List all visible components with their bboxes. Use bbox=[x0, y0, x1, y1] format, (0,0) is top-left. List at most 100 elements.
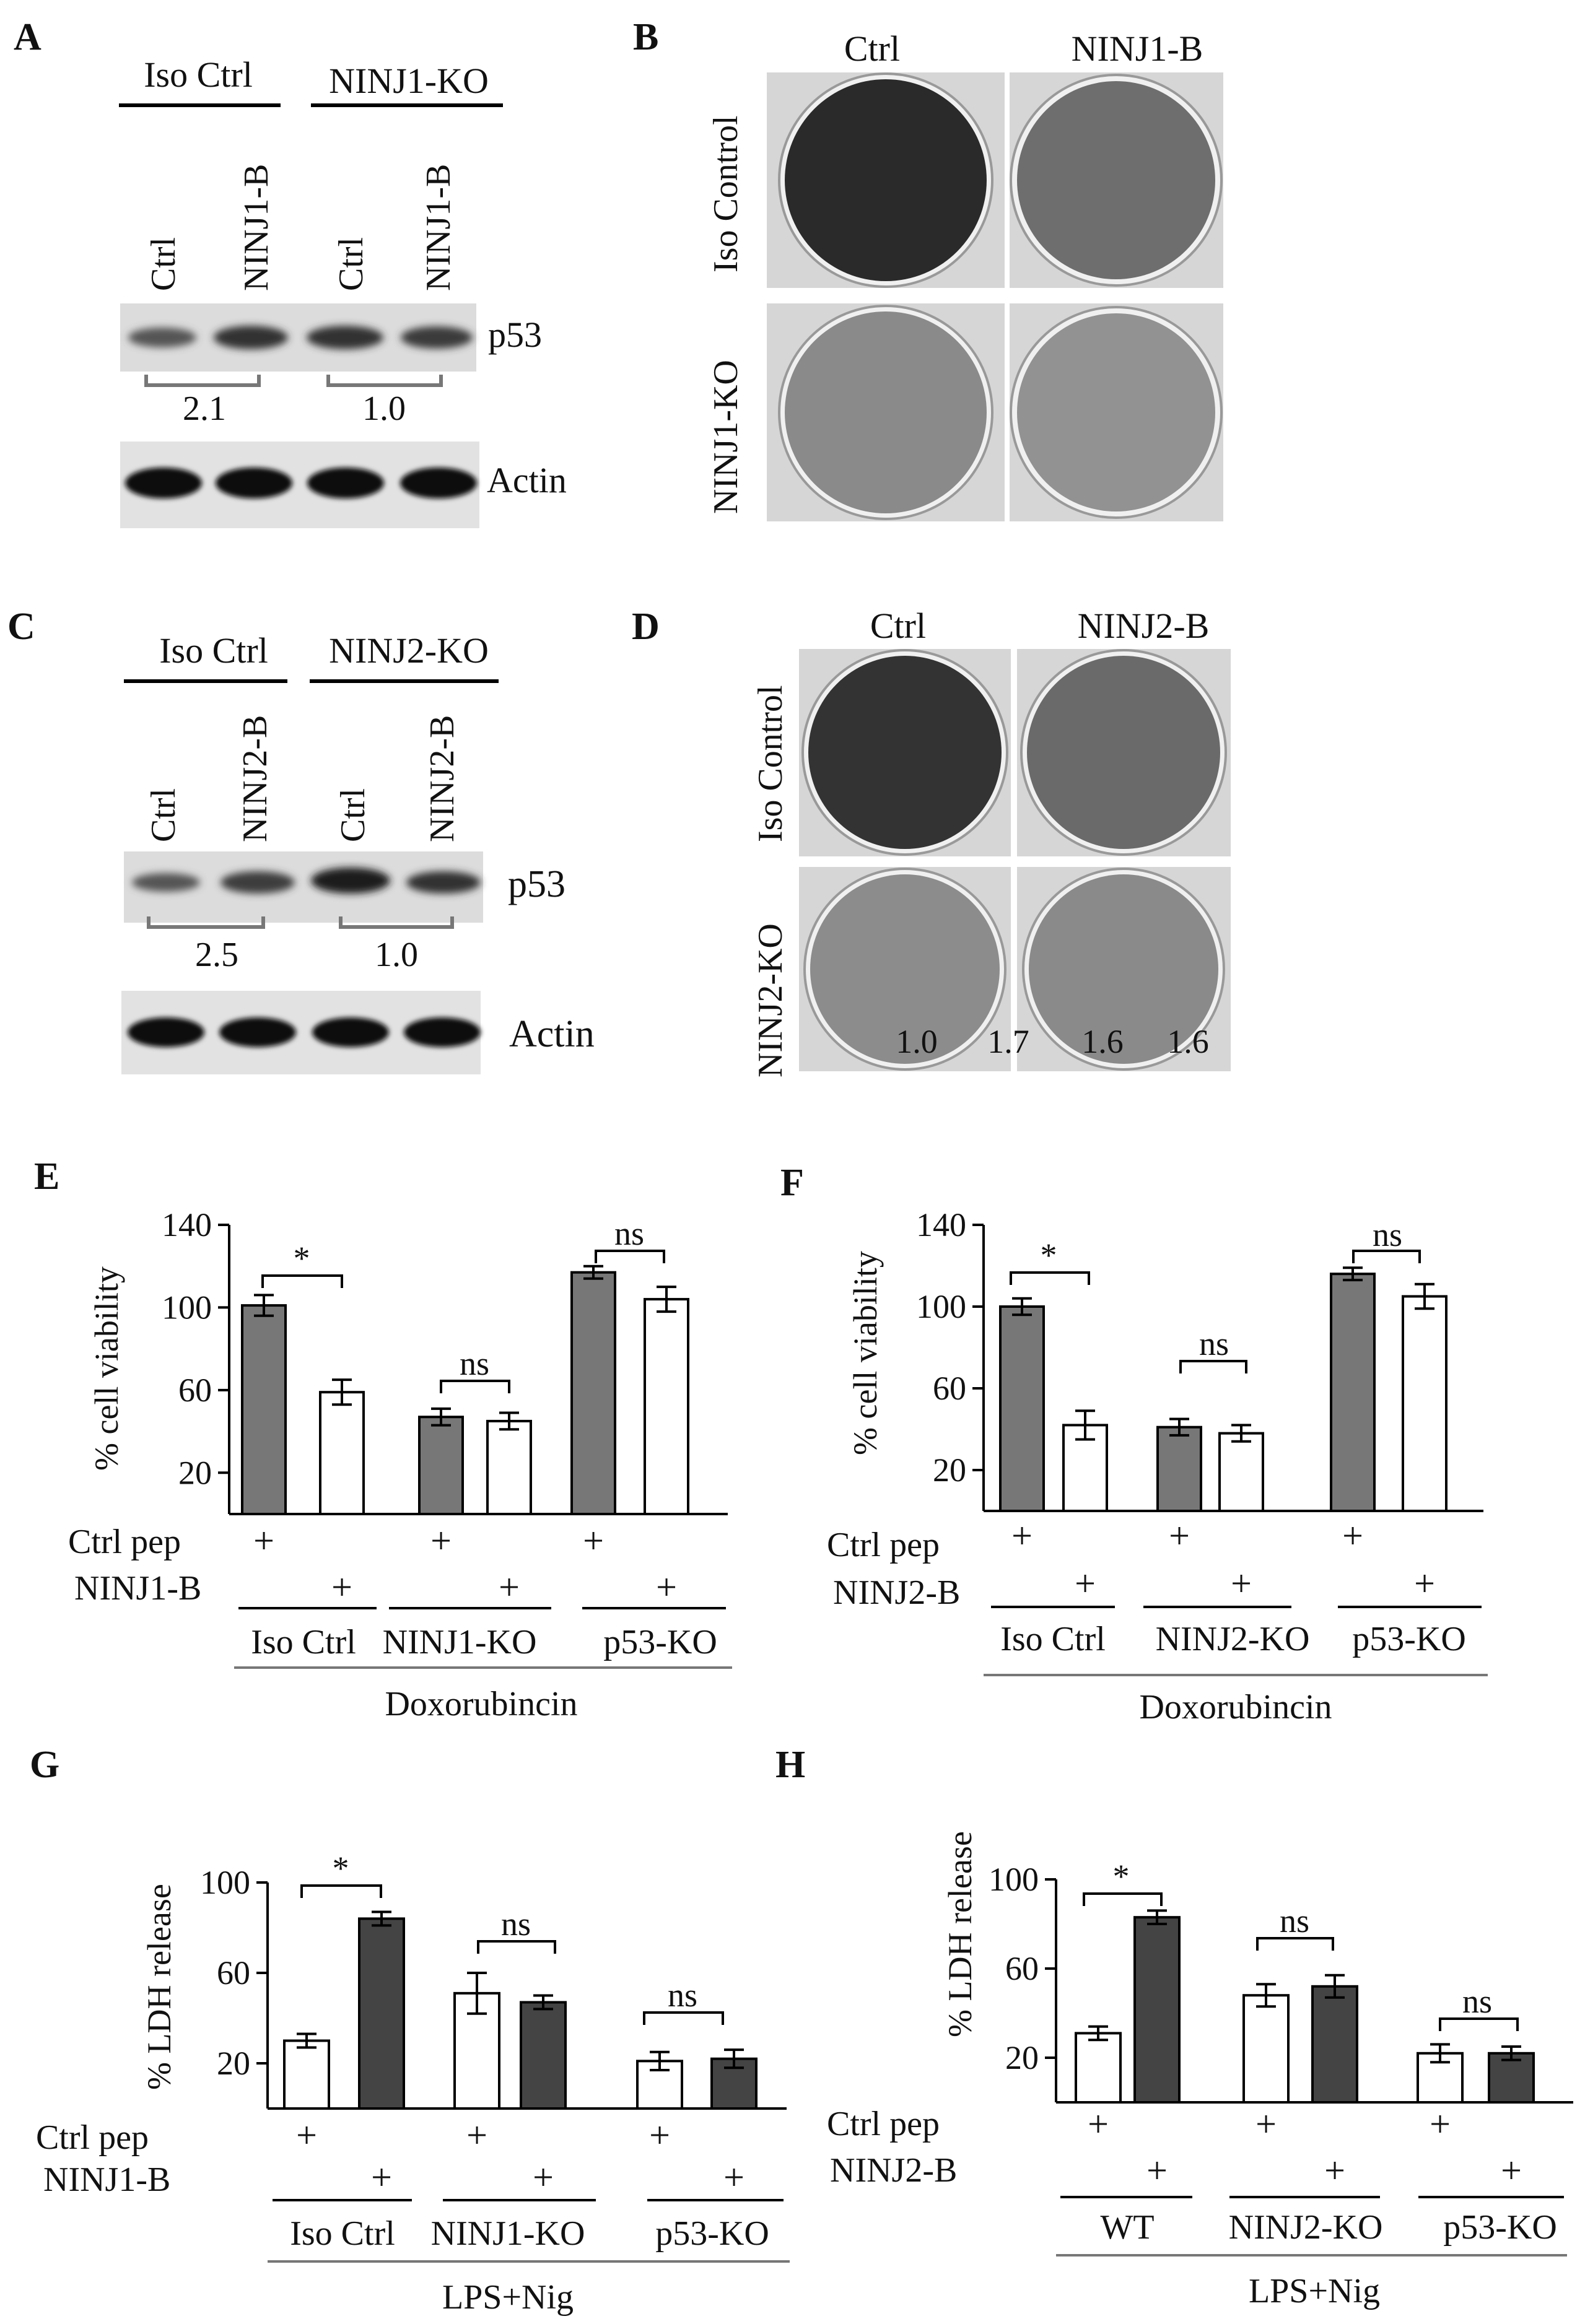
y-tick-label: 20 bbox=[178, 1454, 212, 1491]
colony-plate bbox=[1010, 72, 1223, 288]
bar bbox=[1156, 1425, 1202, 1512]
row-label: Iso Control bbox=[707, 115, 745, 272]
plus-mark: + bbox=[583, 1520, 604, 1561]
significance-bracket bbox=[1439, 2017, 1519, 2031]
significance-bracket bbox=[1083, 1892, 1163, 1906]
plate-value: 1.6 bbox=[1081, 1023, 1124, 1060]
row-label-ctrl-pep: Ctrl pep bbox=[827, 1526, 940, 1564]
significance-label: * bbox=[333, 1850, 349, 1887]
panel-letter: C bbox=[7, 606, 35, 648]
plus-mark: + bbox=[656, 1567, 677, 1608]
row-label: NINJ2-KO bbox=[751, 923, 790, 1077]
plus-mark: + bbox=[1146, 2150, 1168, 2191]
column-label: Ctrl bbox=[870, 606, 926, 646]
bar bbox=[520, 2001, 567, 2110]
lane-label: NINJ1-B bbox=[419, 164, 458, 291]
y-tick-label: 100 bbox=[200, 1864, 250, 1901]
group-label: WT bbox=[1100, 2208, 1154, 2247]
plus-mark: + bbox=[723, 2157, 744, 2198]
band-label-p53: p53 bbox=[488, 315, 542, 355]
plus-mark: + bbox=[371, 2157, 392, 2198]
y-tick-label: 60 bbox=[1005, 1950, 1039, 1987]
panel-d: D Ctrl NINJ2-B Iso Control NINJ2-KO 1.0 … bbox=[632, 606, 1231, 1077]
plus-mark: + bbox=[1324, 2150, 1345, 2191]
y-tick-label: 100 bbox=[989, 1861, 1039, 1898]
bar bbox=[1330, 1273, 1376, 1512]
bar bbox=[486, 1419, 532, 1515]
panel-e: E % cell viability 20 60 100 140 * ns ns Ct… bbox=[34, 1155, 732, 1723]
group-label: p53-KO bbox=[603, 1623, 717, 1661]
bar-chart: 20 60 100 140 bbox=[162, 1206, 728, 1516]
ratio-value: 1.0 bbox=[362, 390, 406, 428]
colony-plate bbox=[1017, 867, 1231, 1071]
colony-plate bbox=[767, 72, 1005, 288]
group-label: NINJ1-KO bbox=[329, 61, 489, 101]
lane-label: Ctrl bbox=[144, 788, 183, 842]
plus-mark: + bbox=[1011, 1515, 1033, 1556]
bar bbox=[241, 1304, 287, 1515]
bar bbox=[644, 1298, 689, 1515]
plus-mark: + bbox=[331, 1567, 352, 1608]
bar bbox=[1488, 2052, 1535, 2104]
plus-mark: + bbox=[649, 2115, 670, 2156]
significance-bracket bbox=[440, 1380, 510, 1393]
lane-label: NINJ1-B bbox=[237, 164, 276, 291]
ratio-value: 1.0 bbox=[375, 936, 418, 974]
ratio-bracket bbox=[326, 375, 443, 387]
ratio-value: 2.5 bbox=[195, 936, 238, 974]
plate-value: 1.7 bbox=[987, 1023, 1029, 1060]
lane-label: Ctrl bbox=[332, 237, 370, 291]
colony-plate bbox=[799, 649, 1011, 856]
treatment-label: LPS+Nig bbox=[442, 2278, 574, 2317]
panel-b: B Ctrl NINJ1-B Iso Control NINJ1-KO bbox=[633, 16, 1223, 521]
significance-label: ns bbox=[460, 1345, 489, 1382]
lane-label: Ctrl bbox=[144, 237, 183, 291]
treatment-label: LPS+Nig bbox=[1249, 2272, 1380, 2310]
ratio-value: 2.1 bbox=[183, 390, 226, 428]
lane-label: Ctrl bbox=[334, 788, 372, 842]
plus-mark: + bbox=[253, 1520, 274, 1561]
row-label-peptide: NINJ2-B bbox=[833, 1573, 960, 1612]
y-tick-label: 140 bbox=[162, 1206, 212, 1243]
y-axis-label: % LDH release bbox=[941, 1831, 979, 2037]
bar bbox=[1242, 1994, 1290, 2104]
bar bbox=[418, 1416, 464, 1515]
significance-bracket bbox=[643, 2011, 724, 2025]
y-tick-label: 60 bbox=[178, 1372, 212, 1409]
colony-plate bbox=[767, 303, 1005, 521]
bar bbox=[453, 1991, 500, 2110]
plus-mark: + bbox=[1088, 2104, 1109, 2144]
panel-a: A Iso Ctrl NINJ1-KO Ctrl NINJ1-B Ctrl NI… bbox=[14, 16, 567, 528]
actin-bands bbox=[125, 468, 477, 498]
plus-mark: + bbox=[1501, 2150, 1522, 2191]
bar bbox=[319, 1391, 365, 1516]
lane-label: NINJ2-B bbox=[423, 715, 461, 842]
group-label: Iso Ctrl bbox=[290, 2214, 395, 2253]
significance-bracket bbox=[1179, 1360, 1247, 1373]
ratio-bracket bbox=[144, 375, 261, 387]
panel-g: G % LDH release 20 60 100 * ns ns Ctrl pep… bbox=[30, 1744, 790, 2317]
significance-label: ns bbox=[614, 1215, 644, 1252]
treatment-label: Doxorubincin bbox=[385, 1685, 577, 1723]
bar bbox=[570, 1271, 616, 1515]
group-label: NINJ2-KO bbox=[1229, 2208, 1383, 2247]
y-tick-label: 20 bbox=[933, 1451, 966, 1489]
y-axis-label: % LDH release bbox=[141, 1884, 178, 2090]
significance-label: ns bbox=[668, 1977, 697, 2014]
treatment-label: Doxorubincin bbox=[1139, 1688, 1332, 1726]
actin-bands bbox=[128, 1017, 481, 1047]
panel-c: C Iso Ctrl NINJ2-KO Ctrl NINJ2-B Ctrl NI… bbox=[7, 606, 595, 1074]
significance-bracket bbox=[1256, 1937, 1334, 1951]
plus-mark: + bbox=[1430, 2104, 1451, 2144]
group-label: NINJ1-KO bbox=[431, 2214, 585, 2253]
colony-plate bbox=[1010, 303, 1223, 521]
bar bbox=[358, 1917, 405, 2110]
bar bbox=[283, 2039, 330, 2110]
plus-mark: + bbox=[296, 2115, 317, 2156]
panel-f: F % cell viability 20 60 100 140 * ns ns Ct… bbox=[780, 1162, 1488, 1726]
bar bbox=[1218, 1432, 1264, 1513]
column-label: NINJ2-B bbox=[1078, 606, 1210, 646]
column-label: NINJ1-B bbox=[1072, 28, 1203, 69]
y-tick-label: 100 bbox=[162, 1289, 212, 1326]
band-label-actin: Actin bbox=[487, 460, 567, 500]
